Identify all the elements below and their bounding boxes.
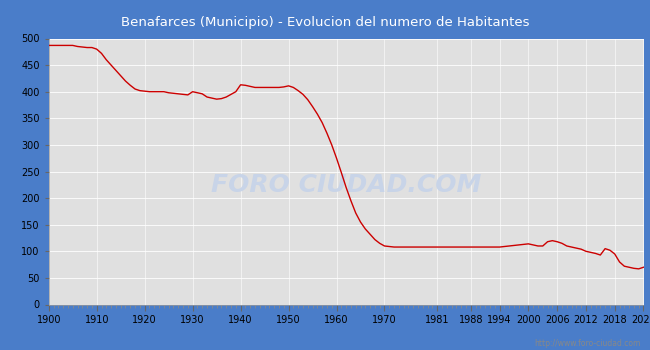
Text: FORO CIUDAD.COM: FORO CIUDAD.COM <box>211 173 481 197</box>
Text: Benafarces (Municipio) - Evolucion del numero de Habitantes: Benafarces (Municipio) - Evolucion del n… <box>121 16 529 29</box>
Text: http://www.foro-ciudad.com: http://www.foro-ciudad.com <box>534 339 640 348</box>
